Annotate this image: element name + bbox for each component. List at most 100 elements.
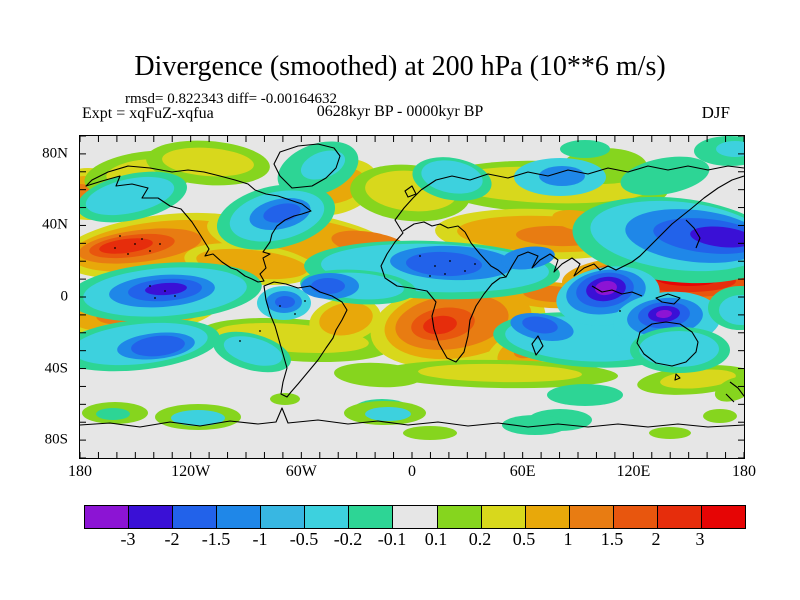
contour-blob: [131, 335, 185, 357]
contour-blob: [406, 251, 482, 277]
stipple-dot: [239, 340, 241, 342]
colorbar-segment: [524, 506, 569, 528]
stipple-dot: [419, 255, 421, 257]
y-tick-label: 40S: [44, 360, 68, 377]
colorbar-label: -3: [120, 529, 136, 549]
stipple-dot: [259, 330, 261, 332]
colorbar-segment: [172, 506, 217, 528]
contour-blob: [656, 309, 672, 319]
x-tick-label: 180: [732, 463, 756, 480]
contour-blob: [418, 363, 582, 383]
x-tick-label: 60E: [509, 463, 536, 480]
colorbar-label: 2: [651, 529, 661, 549]
y-tick-label: 0: [60, 288, 69, 305]
contour-blob: [502, 415, 568, 435]
coastlines: [420, 165, 744, 191]
stipple-dot: [304, 300, 306, 302]
stipple-dot: [141, 238, 143, 240]
contour-blob: [275, 296, 295, 308]
coastlines: [685, 219, 701, 249]
coastlines: [263, 281, 348, 398]
contour-blob: [716, 141, 744, 157]
x-tick-label: 120E: [616, 463, 651, 480]
contour-blob: [319, 302, 373, 336]
coastlines: [531, 335, 544, 356]
y-tick-label: 40N: [42, 216, 68, 233]
contour-blob: [311, 278, 345, 294]
colorbar-label: 0.5: [512, 529, 536, 549]
stipple-dot: [429, 275, 431, 277]
colorbar-segment: [216, 506, 261, 528]
experiment-label: Expt = xqFuZ-xqfua: [82, 105, 214, 122]
coastlines: [85, 165, 312, 283]
x-tick-label: 60W: [285, 463, 317, 480]
stipple-dot: [114, 247, 116, 249]
map-svg: [80, 136, 744, 458]
contour-blob: [501, 246, 555, 270]
contour-blob: [96, 408, 130, 420]
x-tick-label: 120W: [171, 463, 211, 480]
colorbar: [84, 505, 746, 529]
coastlines: [273, 143, 341, 189]
colorbar-segment: [85, 506, 129, 528]
contour-blob: [522, 316, 558, 334]
contour-blob: [270, 393, 300, 405]
x-axis-labels: 180 120W 60W 0 60E 120E 180: [68, 463, 756, 485]
stipple-dot: [464, 270, 466, 272]
contour-blob: [547, 384, 623, 406]
contour-blob: [300, 150, 346, 180]
colorbar-segment: [656, 506, 701, 528]
colorbar-segment: [260, 506, 305, 528]
contour-blob: [660, 369, 736, 389]
contour-blob: [403, 426, 457, 440]
contour-blob: [423, 315, 457, 335]
x-tick-label: 180: [68, 463, 92, 480]
contour-blob: [639, 331, 719, 367]
coastlines: [402, 221, 466, 233]
stipple-dot: [149, 250, 151, 252]
y-tick-label: 80N: [42, 145, 68, 162]
map-frame: [79, 135, 745, 459]
stipple-dot: [294, 313, 296, 315]
contour-blob: [421, 160, 483, 194]
colorbar-label: -1: [252, 529, 268, 549]
stipple-dot: [149, 285, 151, 287]
coastlines: [674, 373, 681, 381]
colorbar-label: 0.2: [468, 529, 492, 549]
colorbar-label: -0.5: [289, 529, 319, 549]
stipple-dot: [434, 265, 436, 267]
coastlines: [591, 285, 643, 297]
coastlines: [505, 175, 744, 278]
colorbar-label: 1.5: [600, 529, 624, 549]
contour-blob: [703, 409, 737, 423]
contour-blob: [334, 362, 422, 388]
stipple-dot: [119, 235, 121, 237]
contour-blob: [365, 407, 411, 421]
contour-blob: [690, 226, 744, 248]
contour-blob: [649, 427, 691, 439]
colorbar-label: -1.5: [201, 529, 231, 549]
period-label: 0628kyr BP - 0000kyr BP: [316, 103, 484, 120]
contour-blob: [171, 410, 225, 426]
coastlines: [404, 185, 417, 198]
colorbar-labels: -3 -2 -1.5 -1 -0.5 -0.2 -0.1 0.1 0.2 0.5 1 1.5 2 3: [84, 529, 744, 553]
stipple-dot: [154, 297, 156, 299]
contour-blob: [714, 376, 744, 402]
x-tick-label: 0: [408, 463, 416, 480]
contour-blob: [85, 176, 175, 216]
colorbar-label: 1: [563, 529, 573, 549]
colorbar-segment: [348, 506, 393, 528]
plot-title: Divergence (smoothed) at 200 hPa (10**6 …: [134, 51, 666, 82]
colorbar-segment: [392, 506, 437, 528]
colorbar-segment: [128, 506, 173, 528]
stipple-dot: [159, 243, 161, 245]
stipple-dot: [474, 263, 476, 265]
coastlines: [655, 293, 681, 305]
stipple-dot: [134, 243, 136, 245]
coastlines: [80, 407, 744, 428]
y-tick-label: 80S: [44, 431, 68, 448]
stipple-dot: [449, 260, 451, 262]
stipple-dot: [174, 295, 176, 297]
stipple-dot: [619, 310, 621, 312]
